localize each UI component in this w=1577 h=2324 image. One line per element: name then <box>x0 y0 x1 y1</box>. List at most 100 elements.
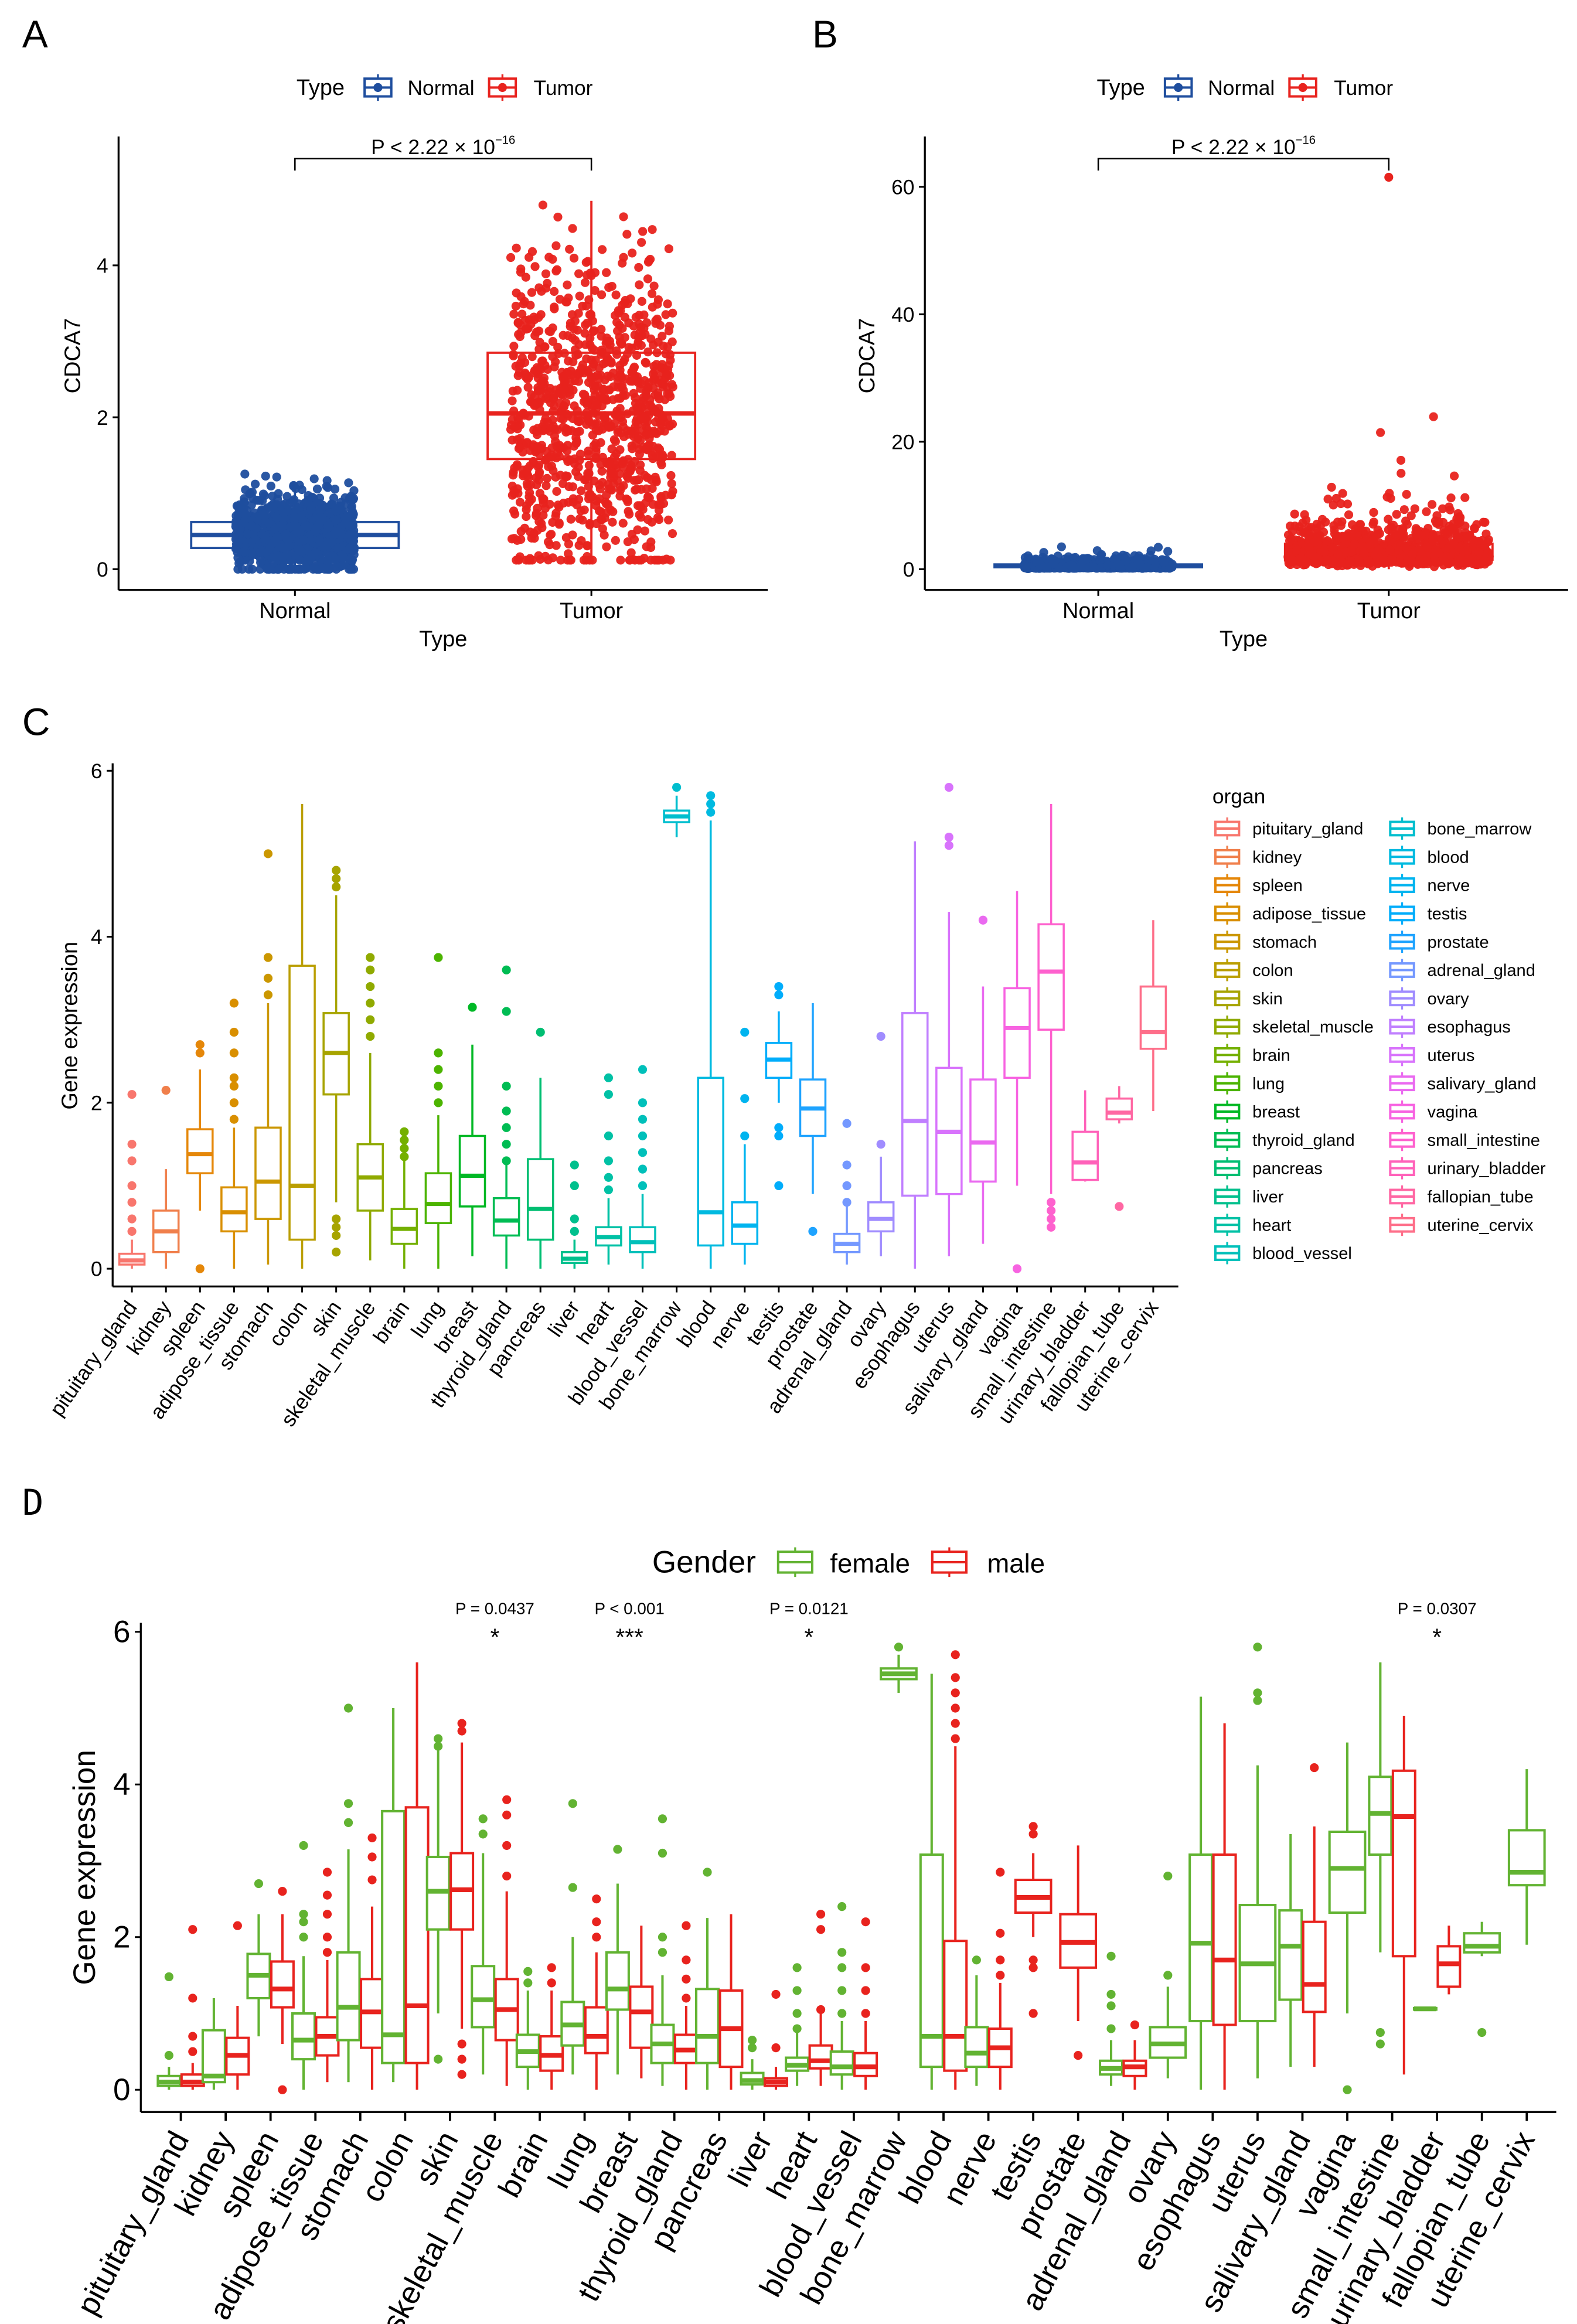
data-point <box>564 356 573 366</box>
box-male-kidney <box>225 1921 250 2090</box>
legend: organpituitary_glandkidneyspleenadipose_… <box>1212 785 1546 1265</box>
box-female-lung <box>560 1799 585 2075</box>
data-point <box>1343 499 1353 509</box>
data-point <box>580 505 589 514</box>
x-tick-label: Tumor <box>560 599 623 623</box>
data-point <box>349 486 359 495</box>
data-point <box>634 263 643 272</box>
outlier-point <box>366 999 375 1008</box>
outlier-point <box>263 849 273 858</box>
outlier-point <box>332 1214 341 1224</box>
data-point <box>336 505 346 515</box>
outlier-point <box>478 1829 488 1839</box>
x-tick-label: colon <box>264 1297 312 1351</box>
outlier-point <box>229 1098 239 1108</box>
outlier-point <box>434 1048 443 1058</box>
legend-label-colon: colon <box>1252 962 1293 980</box>
data-point <box>626 548 636 557</box>
data-point <box>631 422 640 432</box>
data-point <box>632 414 642 424</box>
outlier-point <box>638 1164 648 1174</box>
data-point <box>641 389 650 398</box>
data-point <box>551 385 561 394</box>
data-point <box>1333 550 1343 559</box>
data-point <box>1369 507 1378 517</box>
data-point <box>1430 550 1439 560</box>
data-point <box>551 541 561 550</box>
outlier-point <box>195 1264 205 1273</box>
data-point <box>585 520 594 530</box>
legend-label-testis: testis <box>1428 905 1467 924</box>
data-point <box>1146 550 1155 560</box>
data-point <box>270 524 280 534</box>
data-point <box>334 527 343 536</box>
data-point <box>273 551 283 561</box>
legend-label-liver: liver <box>1252 1188 1284 1207</box>
data-point <box>625 466 635 475</box>
data-point <box>575 514 584 523</box>
data-point <box>272 472 281 482</box>
data-point <box>668 308 677 318</box>
data-point <box>323 556 332 565</box>
box-iqr <box>336 1951 361 2042</box>
data-point <box>287 564 297 573</box>
data-point <box>1368 561 1377 571</box>
legend-label-heart: heart <box>1252 1216 1291 1235</box>
data-point <box>638 505 648 514</box>
data-point <box>513 371 523 380</box>
data-point <box>594 363 604 373</box>
data-point <box>627 367 636 377</box>
y-tick-label: 4 <box>91 925 103 949</box>
legend-label-ovary: ovary <box>1428 990 1470 1008</box>
box-male-lung <box>584 1894 609 2090</box>
outlier-point <box>570 1160 579 1170</box>
data-point <box>333 543 343 553</box>
box-female-spleen <box>246 1879 271 2037</box>
data-point <box>340 518 350 527</box>
legend-label-kidney: kidney <box>1252 848 1302 867</box>
y-tick-label: 40 <box>891 303 914 326</box>
data-point <box>316 512 325 522</box>
data-point <box>580 475 590 485</box>
data-point <box>551 266 561 276</box>
data-point <box>652 348 662 357</box>
data-point <box>508 471 518 480</box>
data-point <box>583 541 592 551</box>
outlier-point <box>592 1933 601 1942</box>
outlier-point <box>706 791 716 800</box>
y-tick-label: 0 <box>97 558 108 581</box>
box-skin <box>322 865 350 1257</box>
data-point <box>1337 533 1347 542</box>
p-value-text: P < 2.22 × 10 <box>371 135 495 159</box>
data-point <box>643 274 653 284</box>
data-point <box>240 497 249 507</box>
box-male-thyroid_gland <box>673 1921 699 2090</box>
outlier-point <box>774 982 784 991</box>
outlier-point <box>366 982 375 991</box>
outlier-point <box>332 874 341 884</box>
data-point <box>269 558 278 567</box>
data-point <box>522 325 531 334</box>
data-point <box>602 542 611 551</box>
data-point <box>525 556 535 565</box>
box-spleen <box>186 1040 214 1273</box>
data-point <box>256 558 265 567</box>
data-point <box>575 291 584 301</box>
data-point <box>312 484 322 494</box>
outlier-point <box>1012 1264 1022 1273</box>
data-point <box>1446 493 1456 503</box>
data-point <box>1456 513 1465 522</box>
outlier-point <box>254 1879 264 1889</box>
data-point <box>663 299 672 309</box>
data-point <box>666 471 676 481</box>
outlier-point <box>842 1198 851 1207</box>
legend-title: Gender <box>652 1545 756 1580</box>
outlier-point <box>127 1214 137 1224</box>
outlier-point <box>842 1160 851 1170</box>
outlier-point <box>740 1094 750 1103</box>
data-point <box>625 556 634 565</box>
data-point <box>563 556 572 565</box>
data-point <box>1390 530 1400 540</box>
data-point <box>1422 543 1432 552</box>
outlier-point <box>658 1848 667 1858</box>
